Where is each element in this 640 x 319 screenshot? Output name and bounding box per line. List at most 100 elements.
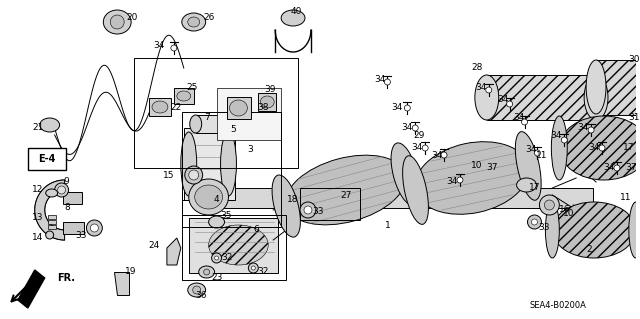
Ellipse shape: [189, 179, 228, 215]
Ellipse shape: [584, 75, 608, 120]
Text: 34: 34: [374, 76, 385, 85]
Ellipse shape: [475, 75, 499, 120]
Ellipse shape: [545, 202, 559, 258]
Bar: [184, 128, 236, 200]
Text: 35: 35: [221, 211, 232, 219]
Text: 34: 34: [497, 95, 508, 105]
Text: 34: 34: [604, 164, 614, 173]
Bar: [48, 215, 56, 219]
Ellipse shape: [629, 202, 640, 258]
Text: 31: 31: [628, 114, 639, 122]
Ellipse shape: [221, 132, 236, 196]
Ellipse shape: [516, 178, 536, 192]
Circle shape: [486, 87, 492, 93]
Bar: [196, 115, 236, 133]
Text: 28: 28: [471, 63, 483, 72]
Text: 13: 13: [32, 213, 44, 222]
Bar: [28, 148, 65, 170]
Text: 21: 21: [32, 123, 44, 132]
Text: 34: 34: [550, 130, 562, 139]
Bar: [259, 93, 276, 111]
Bar: [63, 192, 83, 204]
Ellipse shape: [188, 283, 205, 297]
Ellipse shape: [391, 143, 419, 205]
Circle shape: [189, 170, 198, 180]
Text: 34: 34: [431, 151, 443, 160]
Circle shape: [599, 145, 605, 151]
Ellipse shape: [182, 13, 205, 31]
Text: SEA4-B0200A: SEA4-B0200A: [529, 301, 586, 310]
Circle shape: [193, 286, 201, 294]
Text: 20: 20: [127, 13, 138, 23]
Bar: [300, 188, 360, 220]
Ellipse shape: [272, 175, 300, 237]
Bar: [596, 60, 640, 115]
Text: 3: 3: [248, 145, 253, 154]
Ellipse shape: [230, 100, 248, 116]
Circle shape: [527, 215, 541, 229]
Text: 7: 7: [204, 113, 209, 122]
Text: 10: 10: [563, 209, 574, 218]
Text: 2: 2: [586, 246, 592, 255]
Bar: [149, 98, 171, 116]
Ellipse shape: [403, 156, 428, 224]
Circle shape: [90, 224, 99, 232]
Ellipse shape: [260, 96, 274, 108]
Bar: [48, 225, 56, 229]
Text: 25: 25: [186, 84, 197, 93]
Circle shape: [457, 177, 463, 183]
Circle shape: [204, 269, 210, 275]
Bar: [216, 88, 281, 140]
Text: 39: 39: [264, 85, 276, 94]
Ellipse shape: [177, 91, 191, 101]
Text: 34: 34: [446, 177, 458, 187]
Text: 10: 10: [471, 160, 483, 169]
Ellipse shape: [40, 118, 60, 132]
Text: 16: 16: [559, 205, 570, 214]
Circle shape: [545, 200, 554, 210]
Circle shape: [300, 202, 316, 218]
Polygon shape: [167, 238, 181, 265]
Text: 34: 34: [412, 144, 423, 152]
Circle shape: [58, 186, 65, 194]
Text: 17: 17: [623, 144, 635, 152]
Circle shape: [507, 101, 513, 107]
Text: 32: 32: [257, 268, 269, 277]
Ellipse shape: [195, 185, 223, 209]
Text: 30: 30: [628, 56, 639, 64]
Text: 34: 34: [513, 114, 524, 122]
Text: 29: 29: [413, 130, 425, 139]
Text: 37: 37: [486, 164, 497, 173]
Text: 34: 34: [588, 144, 600, 152]
Text: 38: 38: [257, 103, 269, 113]
Bar: [182, 112, 281, 227]
Ellipse shape: [209, 225, 268, 265]
Circle shape: [171, 45, 177, 51]
Circle shape: [212, 253, 221, 263]
Text: 24: 24: [148, 241, 159, 249]
Ellipse shape: [551, 116, 567, 180]
Circle shape: [534, 150, 540, 156]
Bar: [189, 218, 278, 273]
Polygon shape: [35, 180, 65, 240]
Ellipse shape: [586, 60, 606, 114]
Ellipse shape: [559, 116, 640, 180]
Text: 8: 8: [65, 204, 70, 212]
Circle shape: [412, 125, 418, 131]
Bar: [174, 88, 194, 104]
Ellipse shape: [209, 216, 225, 228]
Ellipse shape: [103, 10, 131, 34]
Circle shape: [561, 137, 567, 143]
Text: FR.: FR.: [58, 273, 76, 283]
Polygon shape: [35, 180, 65, 240]
Circle shape: [110, 15, 124, 29]
Text: 34: 34: [153, 41, 164, 49]
Text: 40: 40: [291, 8, 301, 17]
Text: 6: 6: [253, 226, 259, 234]
Circle shape: [86, 220, 102, 236]
Text: 33: 33: [312, 207, 324, 217]
Text: 33: 33: [539, 224, 550, 233]
Text: 19: 19: [125, 268, 137, 277]
Ellipse shape: [189, 115, 202, 133]
Ellipse shape: [152, 101, 168, 113]
